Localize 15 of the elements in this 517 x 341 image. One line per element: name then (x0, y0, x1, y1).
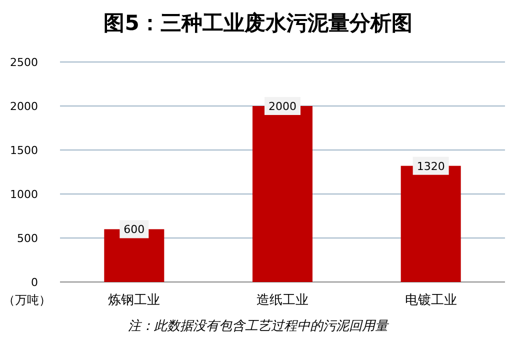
x-tick-label: 造纸工业 (256, 293, 308, 308)
x-tick-label: 电镀工业 (404, 293, 457, 308)
x-tick-label: 炼钢工业 (108, 293, 160, 308)
data-label: 2000 (268, 100, 296, 113)
y-tick-label: 2500 (10, 56, 38, 69)
text: 注：此数据没有包含工艺过程中的污泥回用量 (128, 319, 390, 334)
chart-title: 图5：三种工业废水污泥量分析图 (104, 11, 412, 35)
y-tick-label: 2000 (10, 100, 38, 113)
y-tick-label: 1500 (10, 144, 38, 157)
data-label: 1320 (416, 160, 445, 173)
y-tick-label: 500 (17, 232, 38, 245)
y-axis-title: （万吨） (3, 293, 51, 307)
data-label: 600 (124, 223, 145, 236)
y-tick-label: 0 (31, 276, 38, 289)
y-tick-label: 1000 (10, 188, 38, 201)
